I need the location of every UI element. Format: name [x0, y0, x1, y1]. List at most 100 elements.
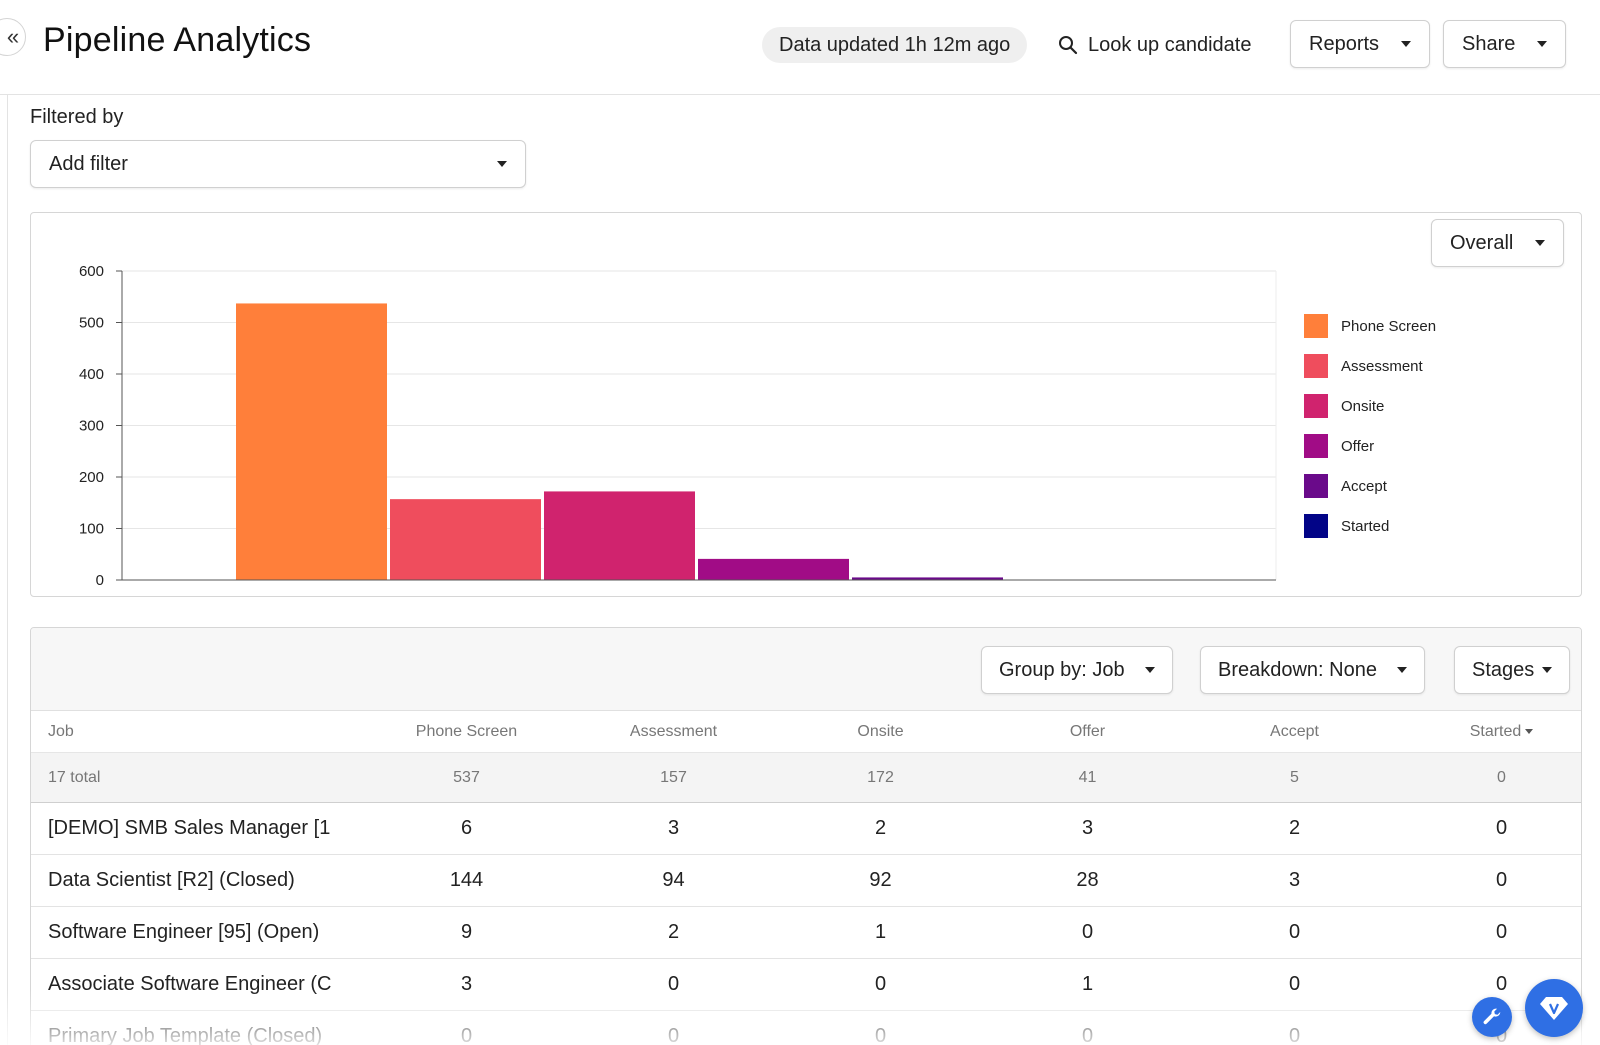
started-cell: 0	[1495, 817, 1508, 839]
stages-dropdown[interactable]: Stages	[1454, 646, 1571, 694]
breakdown-label: Breakdown: None	[1218, 658, 1377, 681]
total-count: 17 total	[48, 768, 101, 786]
legend-swatch	[1304, 394, 1328, 418]
accept-cell: 0	[1288, 1025, 1301, 1045]
job-name-cell[interactable]: Associate Software Engineer (C	[48, 973, 332, 995]
legend-swatch	[1304, 434, 1328, 458]
total-assessment: 157	[660, 768, 687, 786]
column-header-phone-screen[interactable]: Phone Screen	[415, 722, 518, 740]
legend-label: Phone Screen	[1341, 317, 1437, 335]
total-offer: 41	[1078, 768, 1097, 786]
legend-swatch	[1304, 514, 1328, 538]
total-onsite: 172	[867, 768, 894, 786]
column-header-accept[interactable]: Accept	[1270, 722, 1319, 740]
look-up-candidate-button[interactable]: Look up candidate	[1058, 28, 1251, 62]
job-name-cell[interactable]: [DEMO] SMB Sales Manager [1	[48, 817, 331, 839]
column-header-assessment[interactable]: Assessment	[629, 722, 718, 740]
column-header-job[interactable]: Job	[48, 722, 74, 740]
legend-label: Offer	[1341, 437, 1375, 455]
accept-cell: 2	[1288, 817, 1301, 839]
data-updated-badge: Data updated 1h 12m ago	[762, 27, 1028, 63]
job-name-cell[interactable]: Data Scientist [R2] (Closed)	[48, 869, 295, 891]
phone-screen-cell: 6	[460, 817, 473, 839]
table-row[interactable]: Data Scientist [R2] (Closed) 144 94 92 2…	[31, 855, 1581, 907]
phone-screen-cell: 0	[460, 1025, 473, 1045]
legend-label: Onsite	[1341, 397, 1385, 415]
overall-label: Overall	[1450, 231, 1514, 254]
bar-accept[interactable]	[852, 577, 1003, 580]
job-name-cell[interactable]: Software Engineer [95] (Open)	[48, 921, 320, 943]
table-header-row: Job Phone Screen Assessment Onsite Offer…	[31, 711, 1581, 753]
phone-screen-cell: 3	[460, 973, 473, 995]
onsite-cell: 2	[874, 817, 887, 839]
caret-down-icon	[1542, 667, 1553, 673]
share-label: Share	[1462, 32, 1516, 55]
onsite-cell: 1	[874, 921, 887, 943]
assessment-cell: 3	[667, 817, 680, 839]
group-by-label: Group by: Job	[999, 658, 1125, 681]
offer-cell: 0	[1081, 1025, 1094, 1045]
job-name-cell[interactable]: Primary Job Template (Closed)	[48, 1025, 323, 1045]
column-header-onsite[interactable]: Onsite	[857, 722, 904, 740]
add-filter-label: Add filter	[49, 152, 128, 175]
y-tick-label: 0	[96, 572, 104, 589]
onsite-cell: 0	[874, 973, 887, 995]
legend-item[interactable]: Assessment	[1304, 346, 1436, 386]
accept-cell: 0	[1288, 921, 1301, 943]
table-row[interactable]: Associate Software Engineer (C 3 0 0 1 0…	[31, 959, 1581, 1011]
y-tick-label: 200	[79, 469, 104, 486]
column-header-offer[interactable]: Offer	[1069, 722, 1106, 740]
legend-item[interactable]: Offer	[1304, 426, 1436, 466]
reports-label: Reports	[1309, 32, 1380, 55]
accept-cell: 3	[1288, 869, 1301, 891]
caret-down-icon	[1144, 667, 1155, 673]
legend-item[interactable]: Onsite	[1304, 386, 1436, 426]
legend-item[interactable]: Accept	[1304, 466, 1436, 506]
bar-phone-screen[interactable]	[236, 303, 387, 580]
offer-cell: 3	[1081, 817, 1094, 839]
offer-cell: 28	[1076, 869, 1099, 891]
page-header: « Pipeline Analytics Data updated 1h 12m…	[0, 0, 1600, 95]
assessment-cell: 0	[667, 973, 680, 995]
column-header-started[interactable]: Started	[1398, 723, 1581, 741]
reports-dropdown[interactable]: Reports	[1290, 20, 1431, 68]
pipeline-table-card: Group by: Job Breakdown: None Stages Job…	[30, 627, 1582, 1045]
legend-swatch	[1304, 474, 1328, 498]
caret-down-icon	[497, 161, 507, 167]
stages-label: Stages	[1472, 658, 1535, 681]
caret-down-icon	[1396, 667, 1407, 673]
legend-label: Accept	[1341, 477, 1387, 495]
total-started: 0	[1497, 768, 1506, 786]
caret-down-icon	[1535, 240, 1546, 246]
y-tick-label: 600	[79, 263, 104, 280]
filter-label: Filtered by	[30, 106, 124, 128]
search-icon	[1059, 36, 1078, 55]
page-title: Pipeline Analytics	[43, 21, 312, 59]
breakdown-dropdown[interactable]: Breakdown: None	[1200, 646, 1425, 694]
table-total-row: 17 total 537 157 172 41 5 0	[31, 753, 1581, 803]
legend-label: Assessment	[1341, 357, 1423, 375]
offer-cell: 1	[1081, 973, 1094, 995]
y-tick-label: 500	[79, 315, 104, 332]
assistant-button[interactable]	[1525, 979, 1583, 1037]
total-accept: 5	[1290, 768, 1299, 786]
add-filter-select[interactable]: Add filter	[30, 140, 526, 188]
legend-item[interactable]: Started	[1304, 506, 1436, 546]
table-row[interactable]: Software Engineer [95] (Open) 9 2 1 0 0 …	[31, 907, 1581, 959]
share-dropdown[interactable]: Share	[1443, 20, 1567, 68]
wrench-button[interactable]	[1472, 997, 1512, 1037]
phone-screen-cell: 144	[449, 869, 484, 891]
collapse-sidebar-button[interactable]: «	[0, 18, 26, 56]
table-row[interactable]: Primary Job Template (Closed) 0 0 0 0 0 …	[31, 1011, 1581, 1045]
table-row[interactable]: [DEMO] SMB Sales Manager [1 6 3 2 3 2 0	[31, 803, 1581, 855]
double-chevron-left-icon: «	[6, 24, 20, 49]
legend-item[interactable]: Phone Screen	[1304, 306, 1436, 346]
diamond-icon	[1540, 997, 1568, 1020]
legend-swatch	[1304, 314, 1328, 338]
legend-swatch	[1304, 354, 1328, 378]
bar-offer[interactable]	[698, 558, 849, 580]
group-by-dropdown[interactable]: Group by: Job	[981, 646, 1173, 694]
bar-assessment[interactable]	[390, 499, 541, 580]
overall-dropdown[interactable]: Overall	[1431, 219, 1565, 267]
bar-onsite[interactable]	[544, 491, 695, 580]
